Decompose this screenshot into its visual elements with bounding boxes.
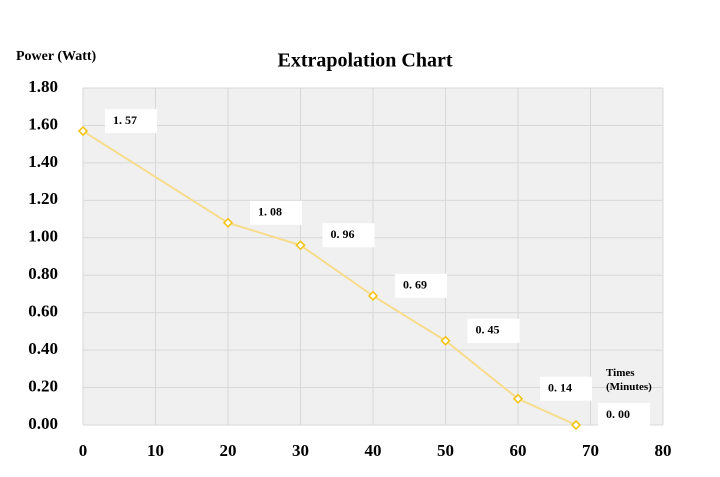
x-tick-label: 80 (655, 441, 672, 460)
x-tick-label: 60 (510, 441, 527, 460)
marker (440, 335, 451, 346)
y-tick-label: 0.80 (28, 264, 58, 283)
data-label-box (467, 318, 520, 343)
y-tick-label: 0.40 (28, 339, 58, 358)
data-label: 1. 57 (113, 113, 137, 127)
data-label-box (598, 403, 650, 427)
x-tick-label: 70 (582, 441, 599, 460)
x-tick-label: 0 (79, 441, 88, 460)
data-label: 1. 08 (258, 205, 282, 219)
marker (295, 240, 306, 251)
data-label: 0. 69 (403, 278, 427, 292)
chart-title: Extrapolation Chart (278, 50, 453, 72)
data-label-box (540, 376, 592, 401)
y-tick-label: 1.20 (28, 189, 58, 208)
data-label: 0. 14 (548, 381, 572, 395)
y-tick-label: 0.20 (28, 376, 58, 395)
marker (222, 217, 234, 228)
x-tick-label: 10 (147, 441, 164, 460)
data-label: 0. 00 (606, 407, 630, 421)
data-label-box (322, 223, 375, 248)
x-tick-label: 30 (292, 441, 309, 460)
x-axis-label: Times (Minutes) (606, 367, 652, 393)
y-tick-label: 1.00 (28, 227, 58, 246)
x-tick-label: 40 (365, 441, 382, 460)
data-label-box (105, 109, 157, 134)
marker (570, 419, 582, 431)
y-tick-label: 1.40 (28, 152, 58, 171)
y-axis-label: Power (Watt) (16, 49, 97, 64)
x-tick-label: 20 (220, 441, 237, 460)
data-label: 0. 96 (331, 227, 355, 241)
data-label-box (250, 200, 302, 225)
y-tick-label: 1.80 (28, 77, 58, 96)
data-label-box (395, 273, 447, 298)
marker (77, 125, 89, 137)
marker (512, 393, 524, 404)
marker (367, 290, 379, 301)
data-label: 0. 45 (476, 323, 500, 337)
x-tick-label: 50 (437, 441, 454, 460)
y-tick-label: 0.60 (28, 302, 58, 321)
y-tick-label: 1.60 (28, 114, 58, 133)
y-tick-label: 0.00 (28, 414, 58, 433)
